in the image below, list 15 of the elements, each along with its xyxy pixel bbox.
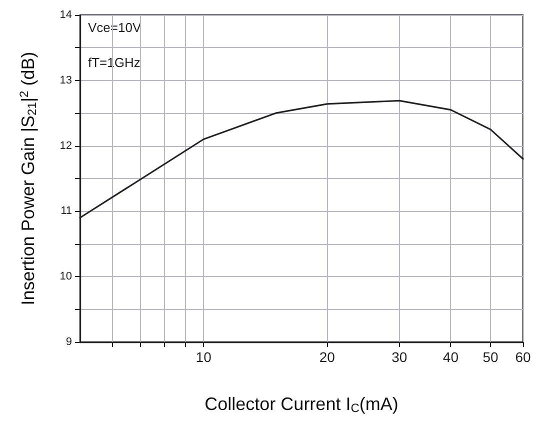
x-tick-label: 20: [319, 349, 336, 365]
y-tick-label: 11: [60, 205, 72, 218]
annotation: fT=1GHz: [88, 55, 140, 70]
annotation: Vce=10V: [88, 20, 142, 35]
y-tick-label: 14: [60, 9, 72, 21]
x-tick-label: 10: [196, 349, 212, 365]
x-tick-label: 30: [392, 349, 408, 365]
y-tick-label: 10: [60, 270, 72, 283]
y-tick-label: 9: [66, 336, 72, 348]
y-tick-label: 12: [60, 140, 72, 152]
y-tick-label: 13: [60, 74, 72, 86]
y-axis-title: Insertion Power Gain |S21|2 (dB): [17, 52, 39, 306]
x-tick-label: 60: [515, 349, 531, 365]
x-tick-label: 50: [482, 349, 498, 365]
x-tick-label: 40: [442, 349, 459, 365]
